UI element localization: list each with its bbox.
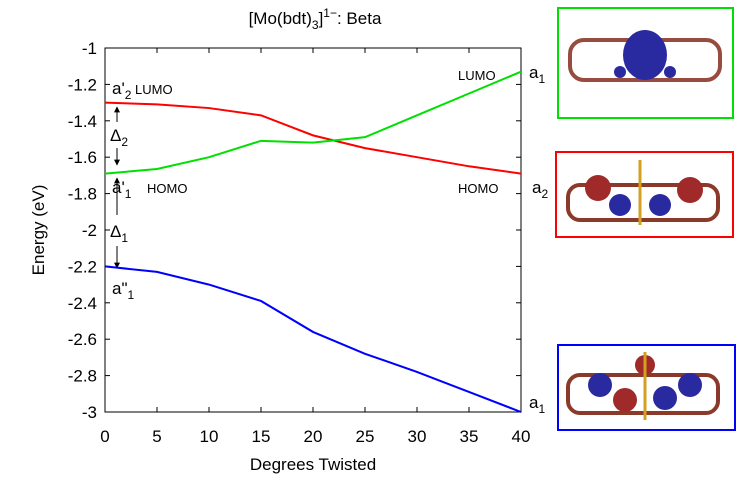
y-tick-label: -1.4 xyxy=(68,112,97,131)
y-axis-label: Energy (eV) xyxy=(29,185,48,276)
y-tick-label: -1.2 xyxy=(68,75,97,94)
image-frame xyxy=(555,151,734,238)
y-tick-label: -3 xyxy=(82,403,97,422)
annotation: a"1 xyxy=(112,279,135,302)
annotation: HOMO xyxy=(458,181,498,196)
annotation: a'2 LUMO xyxy=(112,79,173,102)
x-tick-label: 25 xyxy=(356,427,375,446)
y-tick-label: -2.4 xyxy=(68,294,97,313)
annotation: LUMO xyxy=(458,68,496,83)
x-tick-label: 15 xyxy=(252,427,271,446)
y-tick-label: -1 xyxy=(82,39,97,58)
y-tick-label: -1.8 xyxy=(68,185,97,204)
annotation: Δ1 xyxy=(110,222,128,245)
orbital-images xyxy=(555,7,736,431)
series-line xyxy=(104,70,522,175)
series-line xyxy=(104,101,522,175)
y-tick-label: -1.6 xyxy=(68,148,97,167)
x-tick-label: 40 xyxy=(512,427,531,446)
x-tick-label: 35 xyxy=(460,427,479,446)
x-axis-label: Degrees Twisted xyxy=(250,455,376,474)
annotation: a'1 HOMO xyxy=(112,178,187,201)
annotation: a1 xyxy=(529,63,545,86)
y-tick-label: -2 xyxy=(82,221,97,240)
series-line xyxy=(104,265,522,413)
chart-title: [Mo(bdt)3]1−: Beta xyxy=(249,6,382,32)
plot-frame xyxy=(104,47,522,413)
y-tick-label: -2.2 xyxy=(68,257,97,276)
x-tick-label: 0 xyxy=(100,427,109,446)
annotations: a'2 LUMO Δ2 a'1 HOMO Δ1 a"1 LUMO HOMO a1… xyxy=(110,63,548,416)
x-tick-label: 5 xyxy=(152,427,161,446)
x-tick-label: 20 xyxy=(304,427,323,446)
annotation: a1 xyxy=(529,393,545,416)
x-tick-label: 10 xyxy=(200,427,219,446)
annotation: Δ2 xyxy=(110,126,128,149)
x-tick-label: 30 xyxy=(408,427,427,446)
y-tick-label: -2.6 xyxy=(68,330,97,349)
y-tick-label: -2.8 xyxy=(68,367,97,386)
annotation: a2 xyxy=(532,178,548,201)
